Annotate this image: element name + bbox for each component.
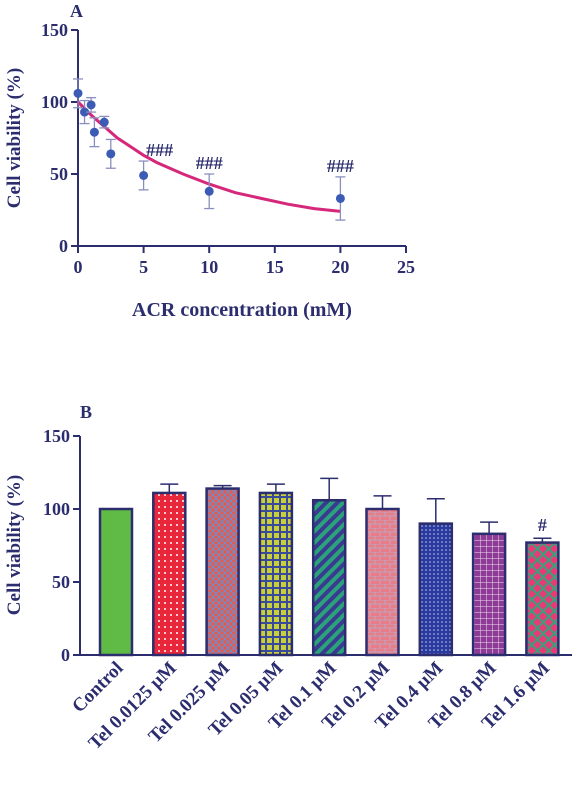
panel-b-bar — [205, 487, 240, 657]
panel-b-bar-group — [311, 477, 347, 657]
panel-b-y-tick-label: 0 — [61, 645, 70, 665]
panel-a-x-tick-label: 15 — [266, 257, 284, 277]
panel-a-data-point — [86, 97, 97, 113]
panel-b-bar-group — [471, 521, 507, 657]
panel-a-marker — [73, 88, 83, 98]
panel-a-x-tick-label: 5 — [139, 257, 148, 277]
panel-a-x-tick-label: 25 — [397, 257, 415, 277]
panel-b-bar-group — [98, 507, 134, 657]
panel-b-bar — [525, 541, 560, 657]
panel-b-significance-mark: # — [538, 515, 547, 535]
panel-a-marker — [89, 127, 99, 137]
panel-b-bar-group — [365, 495, 400, 657]
panel-a-x-axis-label: ACR concentration (mM) — [132, 299, 352, 321]
panel-a-data-point — [73, 78, 83, 109]
panel-b-bar-group — [152, 483, 187, 657]
panel-b-bar-group — [205, 484, 240, 657]
panel-a-marker — [106, 149, 116, 159]
panel-b-bar — [418, 522, 454, 657]
panel-a-label: A — [70, 1, 83, 21]
panel-b-bar-group — [418, 498, 454, 657]
panel-a-data-point — [79, 99, 90, 125]
panel-a-data-point — [105, 138, 116, 169]
panel-a-marker — [204, 186, 214, 196]
panel-a-chart: A 0 5 10 15 20 25 0 50 100 150 ### ### ### ACR conc… — [4, 1, 415, 321]
panel-a-marker — [335, 193, 345, 203]
panel-b-bar — [471, 532, 507, 657]
panel-a-data-point — [138, 160, 149, 191]
panel-a-significance-mark: ### — [146, 140, 173, 160]
panel-b-y-tick-label: 100 — [43, 499, 70, 519]
panel-b-bar-group — [258, 483, 294, 657]
panel-a-data-point — [204, 173, 215, 210]
panel-a-data-point — [335, 176, 346, 221]
panel-b-bar — [258, 491, 294, 657]
panel-b-bar — [365, 507, 400, 657]
panel-a-y-axis-label: Cell viability (%) — [4, 68, 25, 208]
panel-b-bar — [98, 507, 134, 657]
panel-b-bar — [152, 491, 187, 657]
panel-b-bar-group — [525, 537, 560, 657]
panel-b-y-axis-label: Cell viability (%) — [4, 475, 25, 615]
panel-b-bar — [311, 498, 347, 657]
panel-a-y-tick-label: 150 — [41, 20, 68, 40]
panel-a-y-tick-label: 50 — [50, 164, 68, 184]
panel-b-y-tick-label: 50 — [52, 572, 70, 592]
panel-a-marker — [139, 170, 149, 180]
panel-b-y-tick-label: 150 — [43, 426, 70, 446]
panel-a-data-point — [99, 115, 110, 129]
panel-a-marker — [80, 107, 90, 117]
panel-a-x-tick-label: 0 — [74, 257, 83, 277]
panel-a-significance-mark: ### — [196, 153, 223, 173]
panel-a-x-tick-label: 20 — [331, 257, 349, 277]
panel-a-marker — [86, 100, 96, 110]
panel-a-y-tick-label: 0 — [59, 236, 68, 256]
panel-a-data-point — [89, 117, 100, 148]
panel-a-y-tick-label: 100 — [41, 92, 68, 112]
panel-a-significance-mark: ### — [327, 156, 354, 176]
panel-b-label: B — [80, 402, 92, 422]
panel-a-marker — [99, 117, 109, 127]
panel-a-x-tick-label: 10 — [200, 257, 218, 277]
